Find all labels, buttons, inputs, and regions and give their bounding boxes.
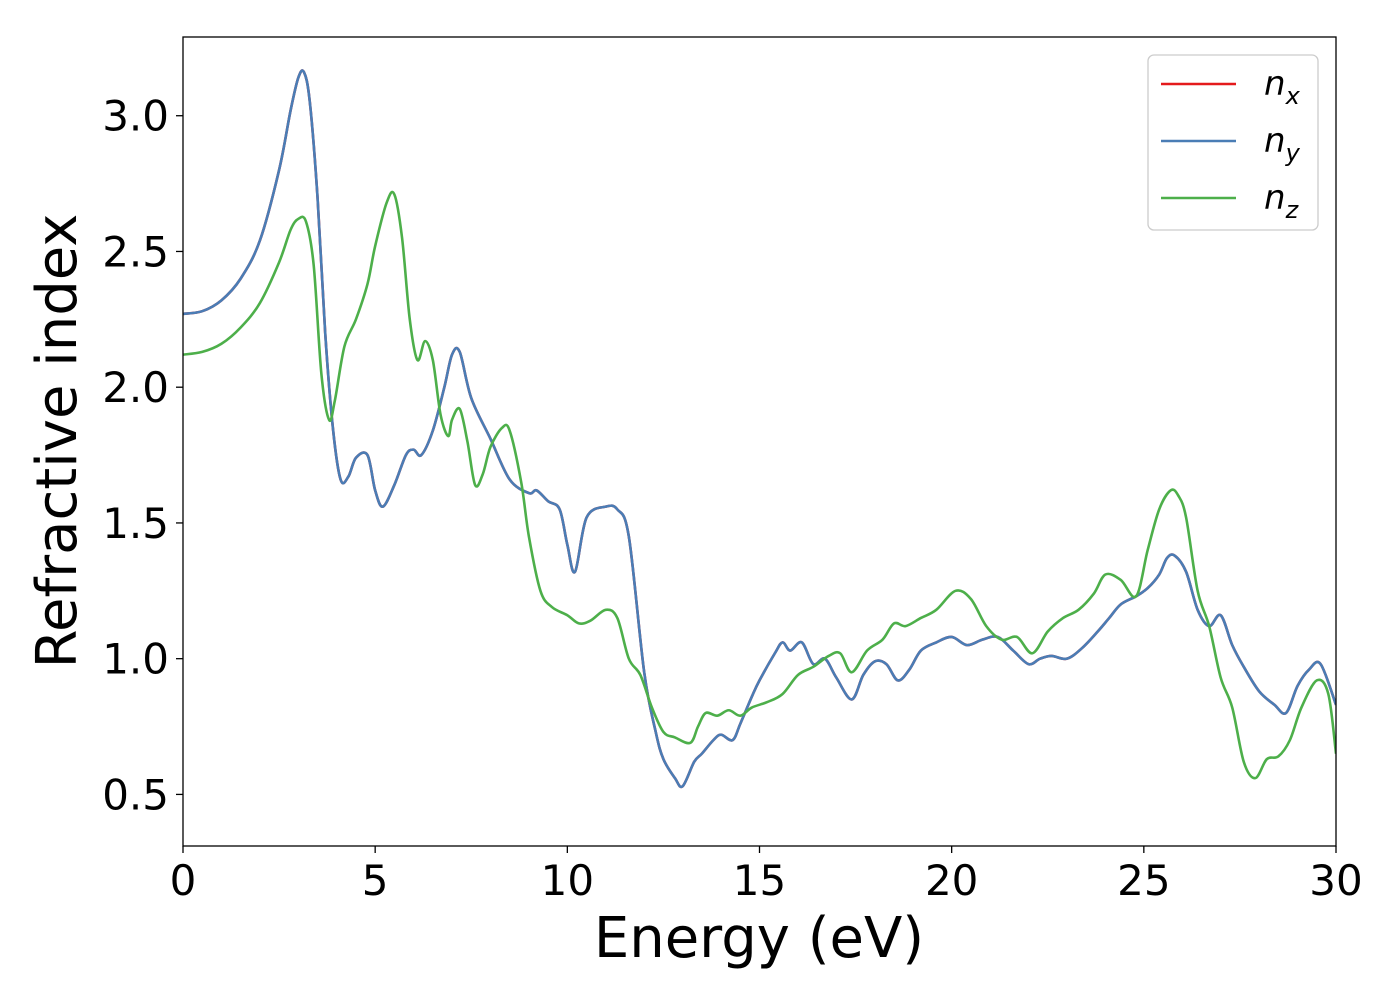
y-tick-label: 1.0 (102, 635, 169, 684)
y-tick-label: 3.0 (102, 92, 169, 141)
x-tick-label: 5 (362, 856, 389, 905)
x-tick-label: 10 (541, 856, 594, 905)
series-layer (183, 69, 1336, 789)
legend-box (1147, 54, 1319, 231)
y-tick-label: 1.5 (102, 499, 169, 548)
y-axis-title: Refractive index (25, 214, 90, 669)
x-tick-label: 25 (1117, 856, 1170, 905)
x-tick-label: 0 (170, 856, 197, 905)
x-tick-label: 30 (1309, 856, 1362, 905)
x-axis: 0 5 10 15 20 25 30 (170, 846, 1363, 905)
x-tick-label: 15 (733, 856, 786, 905)
x-tick-label: 20 (925, 856, 978, 905)
y-tick-label: 2.0 (102, 363, 169, 412)
y-tick-label: 2.5 (102, 227, 169, 276)
y-axis: 0.5 1.0 1.5 2.0 2.5 3.0 (102, 92, 183, 819)
series-line-ny (183, 69, 1336, 789)
x-axis-title: Energy (eV) (594, 906, 924, 971)
y-tick-label: 0.5 (102, 770, 169, 819)
series-line-nz (183, 190, 1336, 780)
